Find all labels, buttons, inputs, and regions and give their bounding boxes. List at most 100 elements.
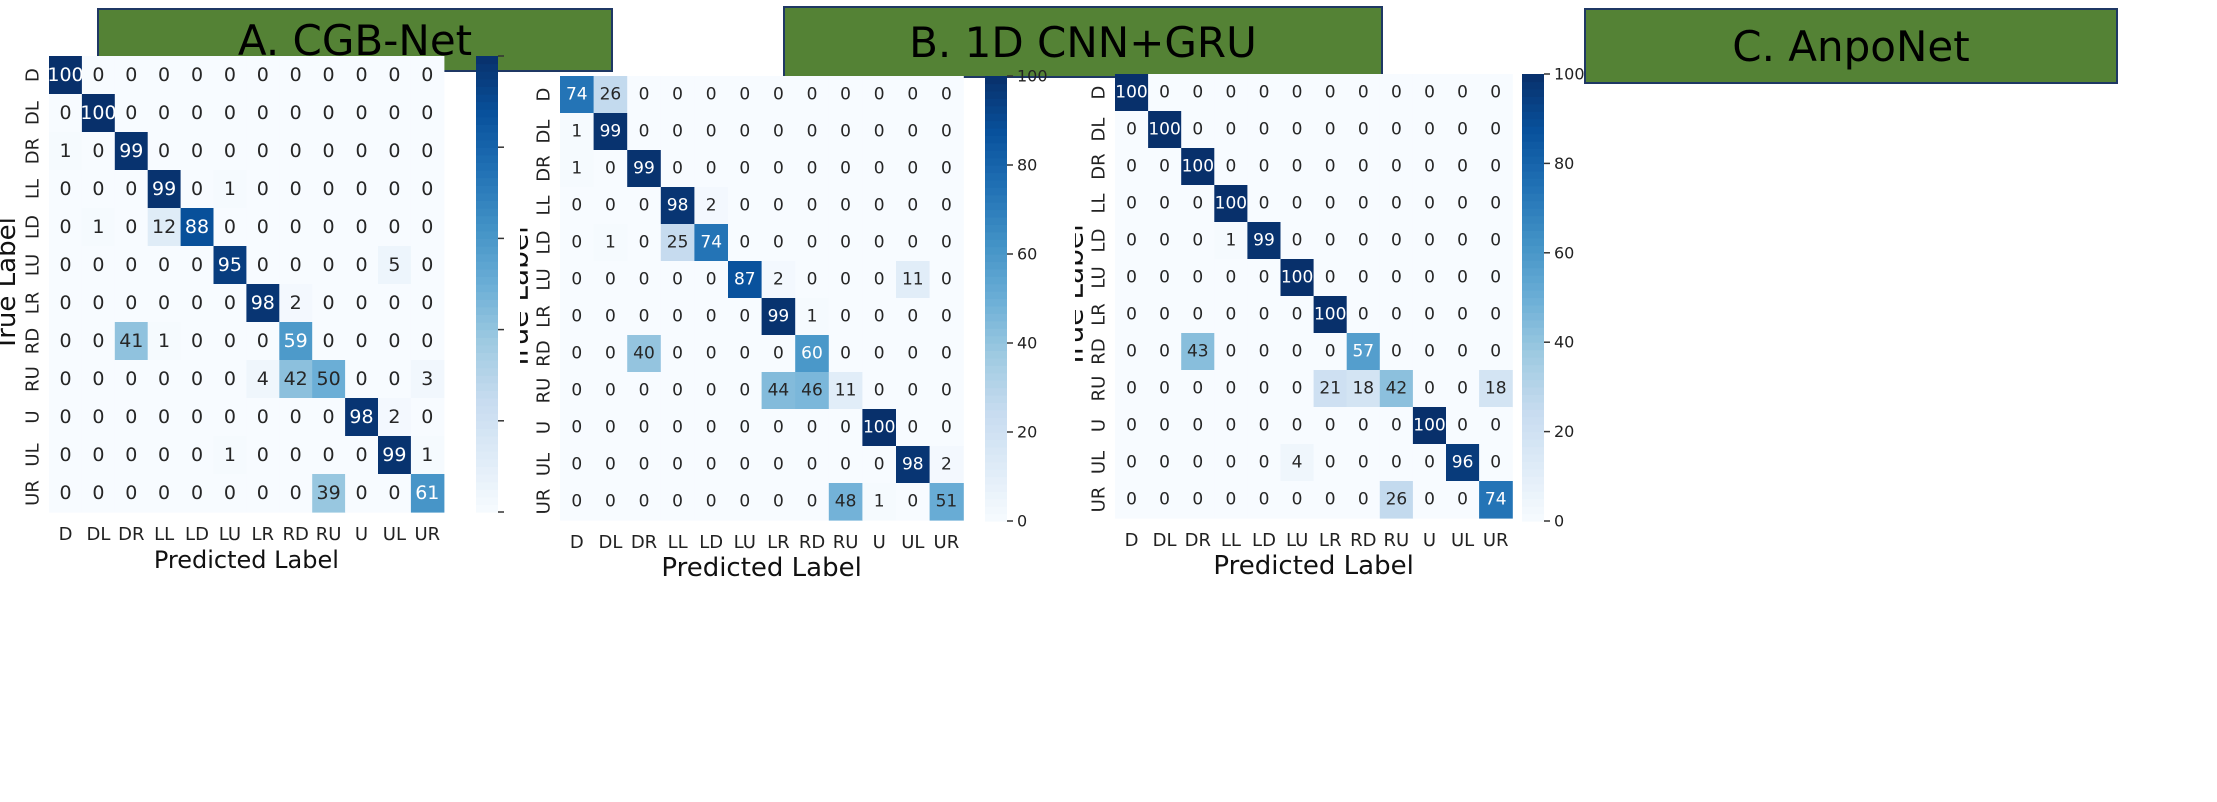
colorbar-segment <box>985 76 1007 85</box>
cell-value-label: 0 <box>59 178 71 200</box>
heatmap-cell <box>1412 296 1447 334</box>
x-tick-label: RD <box>1350 530 1376 551</box>
cell-value-label: 0 <box>605 196 616 216</box>
cell-value-label: 0 <box>290 64 302 86</box>
heatmap-cell <box>728 224 763 262</box>
colorbar-segment <box>476 238 498 247</box>
cell-value-label: 0 <box>672 455 683 475</box>
cell-value-label: 0 <box>191 444 203 466</box>
colorbar-segment <box>476 276 498 285</box>
x-tick-label: U <box>355 524 368 545</box>
cell-value-label: 0 <box>1325 453 1336 473</box>
y-tick-label: LR <box>534 305 555 328</box>
cell-value-label: 0 <box>1192 83 1203 103</box>
heatmap-cell <box>1214 444 1248 482</box>
cell-value-label: 0 <box>1192 194 1203 214</box>
cell-value-label: 0 <box>639 270 650 290</box>
heatmap-cell <box>896 372 931 410</box>
cell-value-label: 0 <box>1225 157 1236 177</box>
heatmap-cell <box>1181 333 1215 371</box>
colorbar-segment <box>985 209 1007 218</box>
x-tick-label: D <box>59 524 73 545</box>
heatmap-cell <box>929 224 964 262</box>
heatmap-cell <box>1247 74 1282 112</box>
cell-value-label: 0 <box>421 64 433 86</box>
y-tick-label: U <box>1089 419 1110 432</box>
cell-value-label: 0 <box>672 418 683 438</box>
heatmap-cell <box>1247 407 1282 445</box>
colorbar-segment <box>1522 498 1544 507</box>
cell-value-label: 0 <box>706 85 717 105</box>
heatmap-cell <box>728 113 763 151</box>
heatmap-cell <box>1412 259 1447 297</box>
cell-value-label: 41 <box>119 330 143 352</box>
y-tick-label: UL <box>534 453 555 476</box>
cell-value-label: 0 <box>739 455 750 475</box>
cell-value-label: 0 <box>907 233 918 253</box>
cell-value-label: 0 <box>1358 231 1369 251</box>
cell-value-label: 0 <box>59 102 71 124</box>
cell-value-label: 74 <box>1485 490 1507 510</box>
cell-value-label: 1 <box>59 140 71 162</box>
cell-value-label: 0 <box>1391 305 1402 325</box>
heatmap-cell <box>627 150 662 188</box>
heatmap-cell <box>560 446 595 484</box>
y-tick-label: LD <box>534 231 555 255</box>
colorbar-segment <box>476 261 498 270</box>
colorbar-segment <box>476 147 498 156</box>
colorbar-segment <box>985 246 1007 255</box>
cell-value-label: 0 <box>773 455 784 475</box>
heatmap-chart: 100 0 0 0 0 0 0 0 0 0 0 00 100 0 0 0 0 0 0 0 0 0 00 0 100 0 0 0 0 0 0 0… <box>1075 65 1585 582</box>
heatmap-cell <box>1379 148 1414 186</box>
colorbar-segment <box>985 328 1007 337</box>
heatmap-cell <box>1479 111 1513 149</box>
heatmap-cell <box>345 246 379 285</box>
heatmap-cell <box>694 261 729 299</box>
cell-value-label: 87 <box>734 270 756 290</box>
cell-value-label: 2 <box>941 455 952 475</box>
heatmap-cell <box>81 208 116 247</box>
colorbar-tick-label: 40 <box>1017 334 1037 353</box>
heatmap-cell <box>593 76 628 114</box>
cell-value-label: 0 <box>1424 231 1435 251</box>
heatmap-cell <box>929 335 964 373</box>
colorbar-segment <box>985 202 1007 211</box>
cell-value-label: 0 <box>907 344 918 364</box>
heatmap-cell <box>593 298 628 336</box>
heatmap-cells: 100 0 0 0 0 0 0 0 0 0 0 00 100 0 0 0 0 0 0 0 0 0 01 0 99 0 0 0 0 0 0 0 0… <box>47 56 445 513</box>
cell-value-label: 0 <box>874 196 885 216</box>
heatmap-cell <box>1412 481 1447 519</box>
cell-value-label: 43 <box>1187 342 1209 362</box>
heatmap-cell <box>1313 185 1348 223</box>
cell-value-label: 0 <box>739 381 750 401</box>
cell-value-label: 0 <box>257 102 269 124</box>
cell-value-label: 0 <box>257 254 269 276</box>
heatmap-cell <box>593 150 628 188</box>
cell-value-label: 0 <box>807 122 818 142</box>
colorbar-segment <box>985 350 1007 359</box>
heatmap-cell <box>1247 296 1282 334</box>
heatmap-cell <box>627 113 662 151</box>
cell-value-label: 0 <box>257 64 269 86</box>
heatmap-cell <box>1313 407 1348 445</box>
cell-value-label: 0 <box>421 102 433 124</box>
heatmap-cell <box>49 246 83 285</box>
colorbar-tick-label: 60 <box>1017 245 1037 264</box>
heatmap-cell <box>728 187 763 225</box>
heatmap-cell <box>828 409 863 447</box>
cell-value-label: 0 <box>125 216 137 238</box>
colorbar-segment <box>476 451 498 460</box>
cell-value-label: 0 <box>1490 157 1501 177</box>
heatmap-cell <box>1479 481 1513 519</box>
heatmap-cell <box>1148 407 1182 445</box>
cell-value-label: 0 <box>1391 342 1402 362</box>
cell-value-label: 0 <box>907 307 918 327</box>
heatmap-cell <box>1115 185 1149 223</box>
heatmap-cell <box>1247 222 1282 260</box>
cell-value-label: 0 <box>421 216 433 238</box>
cell-value-label: 0 <box>840 159 851 179</box>
colorbar-segment <box>1522 208 1544 217</box>
cell-value-label: 0 <box>1424 379 1435 399</box>
heatmap-cell <box>81 246 116 285</box>
heatmap-cell <box>1214 296 1248 334</box>
